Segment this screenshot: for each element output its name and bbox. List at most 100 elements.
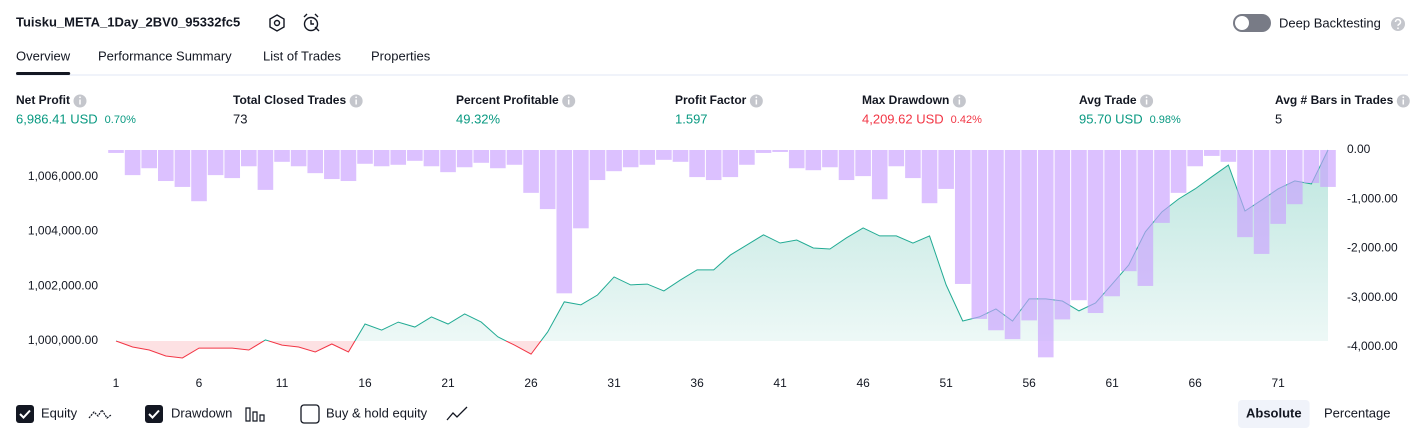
drawdown-bar: [1203, 150, 1220, 156]
y2-tick-label: -3,000.00: [1347, 290, 1398, 304]
drawdown-bar: [141, 150, 158, 169]
metric-value: 49.32%: [456, 111, 501, 126]
y2-tick-label: 0.00: [1347, 142, 1371, 156]
deep-backtesting-toggle[interactable]: [1233, 14, 1271, 32]
y-tick-label: 1,006,000.00: [28, 169, 98, 183]
buyhold-icon: [446, 406, 468, 421]
drawdown-bar: [705, 150, 722, 181]
y-tick-label: 1,000,000.00: [28, 333, 98, 347]
metric-value: 1.597: [675, 111, 708, 126]
metric-value: 73: [233, 111, 247, 126]
x-tick-label: 56: [1022, 376, 1036, 390]
x-tick-label: 26: [524, 376, 538, 390]
drawdown-bar: [1104, 150, 1120, 297]
drawdown-bar: [523, 150, 539, 193]
x-tick-label: 16: [358, 376, 372, 390]
x-tick-label: 31: [607, 376, 621, 390]
toggle-label: Deep Backtesting: [1279, 15, 1381, 30]
info-icon-dot: [79, 96, 81, 99]
info-icon-dot: [1402, 96, 1405, 99]
settings-icon[interactable]: [269, 14, 285, 32]
drawdown-bar: [1187, 150, 1203, 167]
y2-tick-label: -2,000.00: [1347, 241, 1398, 255]
drawdown-bar: [241, 150, 257, 167]
drawdown-bar: [656, 150, 672, 160]
drawdown-bar: [1137, 150, 1154, 286]
legend-label: Equity: [41, 405, 78, 420]
drawdown-bar: [722, 150, 739, 178]
metric-label: Avg Trade: [1079, 93, 1137, 107]
drawdown-bar: [1270, 150, 1286, 224]
drawdown-bar: [905, 150, 921, 179]
drawdown-bar: [556, 150, 573, 294]
drawdown-bar: [1087, 150, 1104, 314]
drawdown-bar: [739, 150, 755, 165]
drawdown-bar: [1303, 150, 1320, 183]
tab[interactable]: Performance Summary: [98, 48, 232, 63]
metric-label: Profit Factor: [675, 93, 747, 107]
x-tick-label: 61: [1105, 376, 1119, 390]
tab-underline: [16, 72, 71, 75]
legend-label: Buy & hold equity: [326, 405, 428, 420]
drawdown-bar: [1021, 150, 1037, 321]
drawdown-bar: [573, 150, 589, 229]
tab[interactable]: Overview: [16, 48, 71, 63]
drawdown-bar: [324, 150, 340, 180]
drawdown-bar: [1120, 150, 1137, 272]
x-tick-label: 46: [856, 376, 870, 390]
drawdown-bar: [456, 150, 473, 168]
drawdown-bar: [1220, 150, 1237, 162]
drawdown-bar: [1320, 150, 1336, 187]
drawdown-bar: [158, 150, 174, 182]
drawdown-icon: [245, 407, 265, 422]
drawdown-bar: [988, 150, 1004, 331]
metric-value: 95.70 USD: [1079, 111, 1143, 126]
drawdown-bar: [274, 150, 290, 162]
drawdown-bar: [805, 150, 822, 171]
drawdown-bar: [390, 150, 407, 165]
drawdown-bar: [1170, 150, 1187, 193]
metric-value: 5: [1275, 111, 1282, 126]
y-tick-label: 1,002,000.00: [28, 278, 98, 292]
x-tick-label: 71: [1272, 376, 1286, 390]
drawdown-bar: [971, 150, 988, 319]
metric-label: Max Drawdown: [862, 93, 949, 107]
drawdown-bar: [307, 150, 324, 174]
drawdown-bar: [373, 150, 390, 167]
metric-percent: 0.70%: [105, 114, 136, 126]
drawdown-bar: [838, 150, 855, 181]
drawdown-bar: [954, 150, 971, 284]
drawdown-bar: [888, 150, 905, 167]
help-icon[interactable]: [1391, 17, 1405, 31]
x-tick-label: 51: [939, 376, 953, 390]
drawdown-bar: [689, 150, 705, 178]
drawdown-bar: [622, 150, 639, 168]
drawdown-bar: [407, 150, 423, 161]
y2-tick-label: -1,000.00: [1347, 191, 1398, 205]
mode-button[interactable]: Absolute: [1246, 405, 1302, 420]
x-tick-label: 1: [113, 376, 120, 390]
checkbox[interactable]: [300, 404, 320, 424]
drawdown-bar: [423, 150, 440, 167]
tab[interactable]: List of Trades: [263, 48, 342, 63]
checkmark: [148, 409, 160, 419]
drawdown-bar: [490, 150, 506, 169]
tab-divider: [16, 74, 1408, 76]
checkbox[interactable]: [145, 405, 163, 423]
drawdown-bar: [1054, 150, 1071, 320]
drawdown-bar: [473, 150, 490, 163]
drawdown-bar: [124, 150, 141, 176]
alert-icon[interactable]: [303, 13, 320, 32]
drawdown-bar: [1253, 150, 1270, 254]
drawdown-bar: [921, 150, 938, 204]
info-icon-dot: [567, 96, 570, 99]
info-icon-dot: [958, 96, 961, 99]
mode-button[interactable]: Percentage: [1324, 405, 1391, 420]
y-tick-label: 1,004,000.00: [28, 224, 98, 238]
checkbox[interactable]: [16, 405, 34, 423]
x-tick-label: 6: [196, 376, 203, 390]
drawdown-bar: [174, 150, 191, 187]
tab[interactable]: Properties: [371, 48, 431, 63]
drawdown-bar: [539, 150, 556, 210]
